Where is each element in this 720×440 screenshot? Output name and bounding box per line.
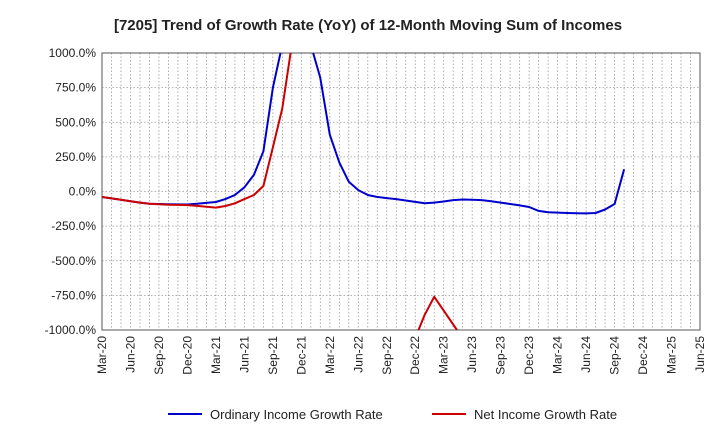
y-tick-label: 0.0%	[69, 185, 97, 199]
chart-title: [7205] Trend of Growth Rate (YoY) of 12-…	[114, 17, 622, 34]
y-tick-label: -250.0%	[51, 219, 96, 233]
series-net-income	[102, 53, 459, 330]
x-tick-label: Sep-24	[608, 336, 622, 375]
legend: Ordinary Income Growth Rate Net Income Gr…	[168, 407, 617, 422]
series-line	[102, 53, 292, 209]
series-line	[312, 53, 626, 215]
x-tick-label: Jun-23	[465, 336, 479, 373]
x-tick-label: Dec-22	[408, 336, 422, 375]
x-tick-label: Dec-20	[180, 336, 194, 375]
y-tick-label: 1000.0%	[49, 46, 97, 60]
grid	[102, 53, 700, 330]
y-tick-label: -1000.0%	[45, 323, 97, 337]
x-tick-label: Jun-22	[351, 336, 365, 373]
x-tick-label: Mar-24	[551, 336, 565, 374]
y-tick-label: 750.0%	[55, 81, 96, 95]
x-tick-label: Jun-24	[579, 336, 593, 373]
x-tick-label: Mar-21	[209, 336, 223, 374]
x-tick-label: Mar-22	[323, 336, 337, 374]
legend-label: Ordinary Income Growth Rate	[210, 407, 383, 422]
y-tick-label: -500.0%	[51, 254, 96, 268]
x-tick-label: Dec-24	[636, 336, 650, 375]
x-tick-label: Sep-23	[494, 336, 508, 375]
x-tick-label: Mar-23	[437, 336, 451, 374]
x-tick-label: Dec-21	[294, 336, 308, 375]
axes: -1000.0% -750.0% -500.0% -250.0% 0.0% 250.0% 5…	[45, 46, 707, 375]
y-tick-label: -750.0%	[51, 288, 96, 302]
x-tick-label: Sep-21	[266, 336, 280, 375]
x-tick-label: Sep-20	[152, 336, 166, 375]
y-tick-label: 500.0%	[55, 115, 96, 129]
plot-frame	[101, 52, 701, 331]
legend-label: Net Income Growth Rate	[474, 407, 617, 422]
x-tick-label: Jun-21	[237, 336, 251, 373]
x-tick-label: Dec-23	[522, 336, 536, 375]
x-tick-label: Jun-20	[123, 336, 137, 373]
x-tick-label: Mar-25	[665, 336, 679, 374]
x-tick-label: Jun-25	[693, 336, 707, 373]
x-tick-label: Mar-20	[95, 336, 109, 374]
series-line	[417, 295, 459, 330]
series-layer	[102, 53, 626, 330]
y-tick-label: 250.0%	[55, 150, 96, 164]
x-tick-label: Sep-22	[380, 336, 394, 375]
